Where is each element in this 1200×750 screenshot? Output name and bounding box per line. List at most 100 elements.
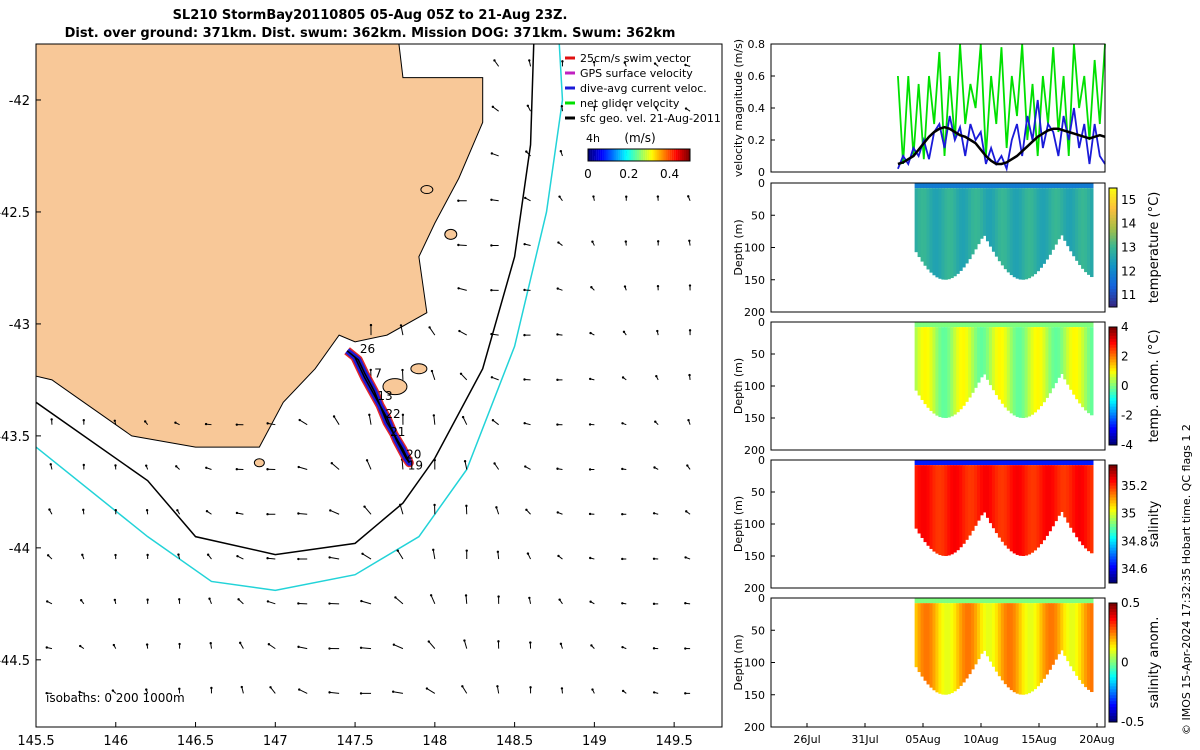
heatmap-cell <box>1087 465 1091 552</box>
heatmap-cell <box>1069 465 1073 528</box>
heatmap-colorbar-swatch <box>1109 544 1117 549</box>
heatmap-colorbar-swatch <box>1109 568 1117 572</box>
heatmap-colorbar-swatch <box>1109 344 1117 349</box>
geo-velocity-arrowhead <box>145 688 148 691</box>
heatmap-cell-surface <box>1054 322 1058 328</box>
heatmap-cell <box>988 603 993 662</box>
heatmap-colorbar-swatch <box>1109 292 1117 296</box>
geo-velocity-arrowhead <box>237 598 240 601</box>
heatmap-cell-surface <box>991 598 996 604</box>
heatmap-colorbar-swatch <box>1109 295 1117 299</box>
heatmap-cell <box>974 188 978 250</box>
colorbar-swatch <box>661 149 664 161</box>
geo-velocity-arrowhead <box>523 378 526 381</box>
heatmap-cell <box>1060 603 1064 651</box>
geo-velocity-arrowhead <box>558 195 561 198</box>
heatmap-colorbar-swatch <box>1109 535 1117 540</box>
heatmap-cell-surface <box>941 598 945 604</box>
heatmap-cell <box>1006 465 1011 549</box>
heatmap-cell-surface <box>1075 322 1079 328</box>
heatmap-cell-surface <box>1066 460 1070 466</box>
heatmap-cell-surface <box>962 183 966 189</box>
heatmap-cell <box>977 603 981 660</box>
heatmap-ylabel: Depth (m) <box>732 496 745 552</box>
geo-velocity-arrowhead <box>78 690 81 694</box>
heatmap-cell <box>974 465 978 526</box>
heatmap-colorbar-swatch <box>1109 467 1117 472</box>
heatmap-cell <box>1012 327 1017 416</box>
heatmap-cell <box>941 327 945 418</box>
heatmap-cell-surface <box>974 460 978 466</box>
heatmap-colorbar-swatch <box>1109 635 1117 640</box>
geo-velocity-arrowhead <box>496 685 499 688</box>
heatmap-cell-surface <box>935 598 939 604</box>
heatmap-cell-surface <box>1057 598 1061 604</box>
heatmap-cell-surface <box>1003 460 1008 466</box>
colorbar-swatch <box>669 149 672 161</box>
heatmap-colorbar-swatch <box>1109 380 1117 384</box>
geo-velocity-arrowhead <box>396 549 399 552</box>
heatmap-cell <box>1060 188 1064 236</box>
geo-velocity-arrowhead <box>394 596 397 599</box>
heatmap-cell-surface <box>941 183 945 189</box>
heatmap-cell-surface <box>1051 322 1055 328</box>
heatmap-cell-surface <box>959 598 963 604</box>
heatmap-cell-surface <box>956 322 960 328</box>
heatmap-cell <box>1000 327 1005 404</box>
heatmap-colorbar-swatch <box>1109 256 1117 260</box>
geo-velocity-arrow <box>361 647 372 650</box>
geo-velocity-arrowhead <box>688 329 692 332</box>
heatmap-colorbar-tick-label: 0.5 <box>1121 596 1140 610</box>
heatmap-cell-surface <box>980 598 984 604</box>
geo-velocity-arrowhead <box>561 60 564 63</box>
geo-velocity-arrow <box>270 686 276 694</box>
heatmap-colorbar-tick-label: 11 <box>1121 288 1136 302</box>
heatmap-cell-surface <box>1045 183 1049 189</box>
geo-velocity-arrowhead <box>654 420 657 423</box>
heatmap-cell <box>947 603 951 695</box>
heatmap-cell-surface <box>1045 598 1049 604</box>
geo-velocity-arrowhead <box>523 333 526 337</box>
heatmap-ytick-label: 0 <box>758 592 765 605</box>
heatmap-cell <box>994 327 999 396</box>
heatmap-cell <box>985 188 990 242</box>
heatmap-cell <box>1063 188 1067 241</box>
heatmap-cell-surface <box>932 460 936 466</box>
colorbar-swatch <box>590 149 593 161</box>
colorbar-swatch <box>643 149 646 161</box>
geo-velocity-arrowhead <box>298 688 301 691</box>
geo-velocity-arrowhead <box>490 332 493 336</box>
geo-velocity-arrowhead <box>429 594 433 597</box>
heatmap-cell-surface <box>1000 183 1005 189</box>
heatmap-cell <box>947 327 951 418</box>
heatmap-cell <box>1000 188 1005 266</box>
heatmap-cell <box>1063 327 1067 380</box>
heatmap-cell <box>1051 188 1055 250</box>
geo-velocity-arrowhead <box>523 288 526 292</box>
geo-velocity-arrowhead <box>111 689 115 692</box>
geo-velocity-arrowhead <box>210 686 213 690</box>
heatmap-cell-surface <box>994 460 999 466</box>
heatmap-cell <box>1075 327 1079 400</box>
geo-velocity-arrowhead <box>652 647 656 650</box>
track-day-label: 21 <box>390 425 405 439</box>
heatmap-colorbar-swatch <box>1109 304 1117 308</box>
heatmap-colorbar-swatch <box>1109 716 1117 720</box>
heatmap-colorbar-swatch <box>1109 406 1117 411</box>
time-xtick-label: 05Aug <box>905 733 940 746</box>
heatmap-cell <box>982 603 987 651</box>
colorbar-swatch <box>651 149 654 161</box>
heatmap-cell <box>985 465 990 518</box>
heatmap-cell <box>1042 603 1046 679</box>
heatmap-cell <box>977 188 981 245</box>
geo-velocity-arrowhead <box>490 376 494 379</box>
heatmap-cell-surface <box>923 322 928 328</box>
heatmap-cell <box>1039 465 1043 545</box>
geo-velocity-arrowhead <box>49 463 52 466</box>
heatmap-colorbar-swatch <box>1109 238 1117 243</box>
geo-velocity-arrowhead <box>523 422 526 425</box>
heatmap-cell-surface <box>944 322 948 328</box>
heatmap-cell <box>1027 603 1032 694</box>
heatmap-cell <box>944 465 948 556</box>
colorbar-swatch <box>610 149 613 161</box>
